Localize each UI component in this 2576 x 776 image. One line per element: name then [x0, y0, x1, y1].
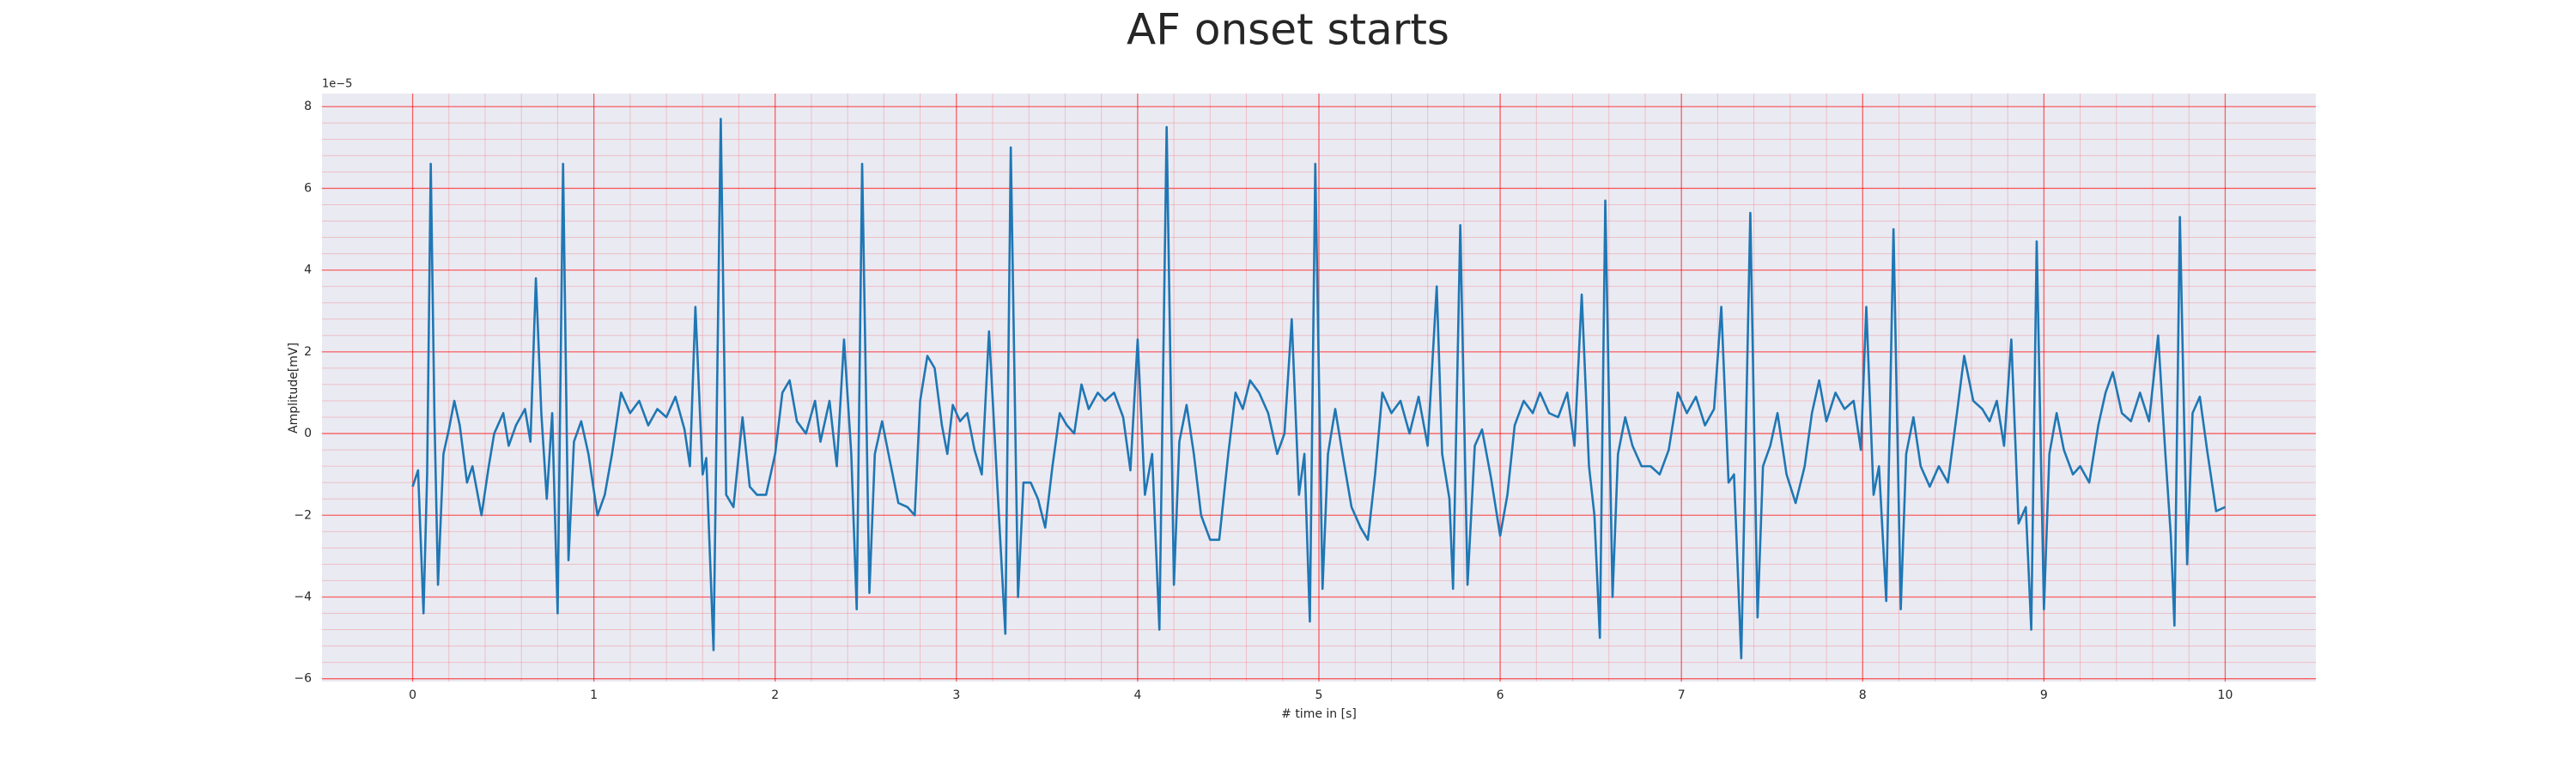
signal-line [411, 118, 2226, 660]
y-tick-label: −4 [294, 590, 312, 603]
x-tick-label: 1 [590, 688, 598, 702]
y-offset-label: 1e−5 [322, 78, 352, 91]
x-tick-label: 7 [1678, 688, 1686, 702]
y-tick-label: −2 [294, 508, 312, 522]
x-tick-label: 0 [409, 688, 416, 702]
x-tick-label: 8 [1859, 688, 1867, 702]
x-tick-label: 3 [952, 688, 960, 702]
x-tick-label: 10 [2218, 688, 2233, 702]
y-axis-label: Amplitude[mV] [287, 343, 301, 433]
y-tick-label: 0 [304, 427, 312, 440]
x-tick-label: 6 [1497, 688, 1504, 702]
x-tick-label: 9 [2040, 688, 2048, 702]
y-tick-label: 8 [304, 100, 312, 113]
y-tick-label: −6 [294, 672, 312, 686]
x-tick-label: 2 [771, 688, 779, 702]
x-axis-label: # time in [s] [1281, 707, 1357, 721]
y-tick-label: 6 [304, 181, 312, 195]
chart-title: AF onset starts [1127, 5, 1449, 55]
x-tick-label: 4 [1133, 688, 1141, 702]
y-tick-label: 4 [304, 264, 312, 277]
x-tick-label: 5 [1315, 688, 1323, 702]
y-tick-label: 2 [304, 345, 312, 359]
marks [411, 118, 2226, 660]
